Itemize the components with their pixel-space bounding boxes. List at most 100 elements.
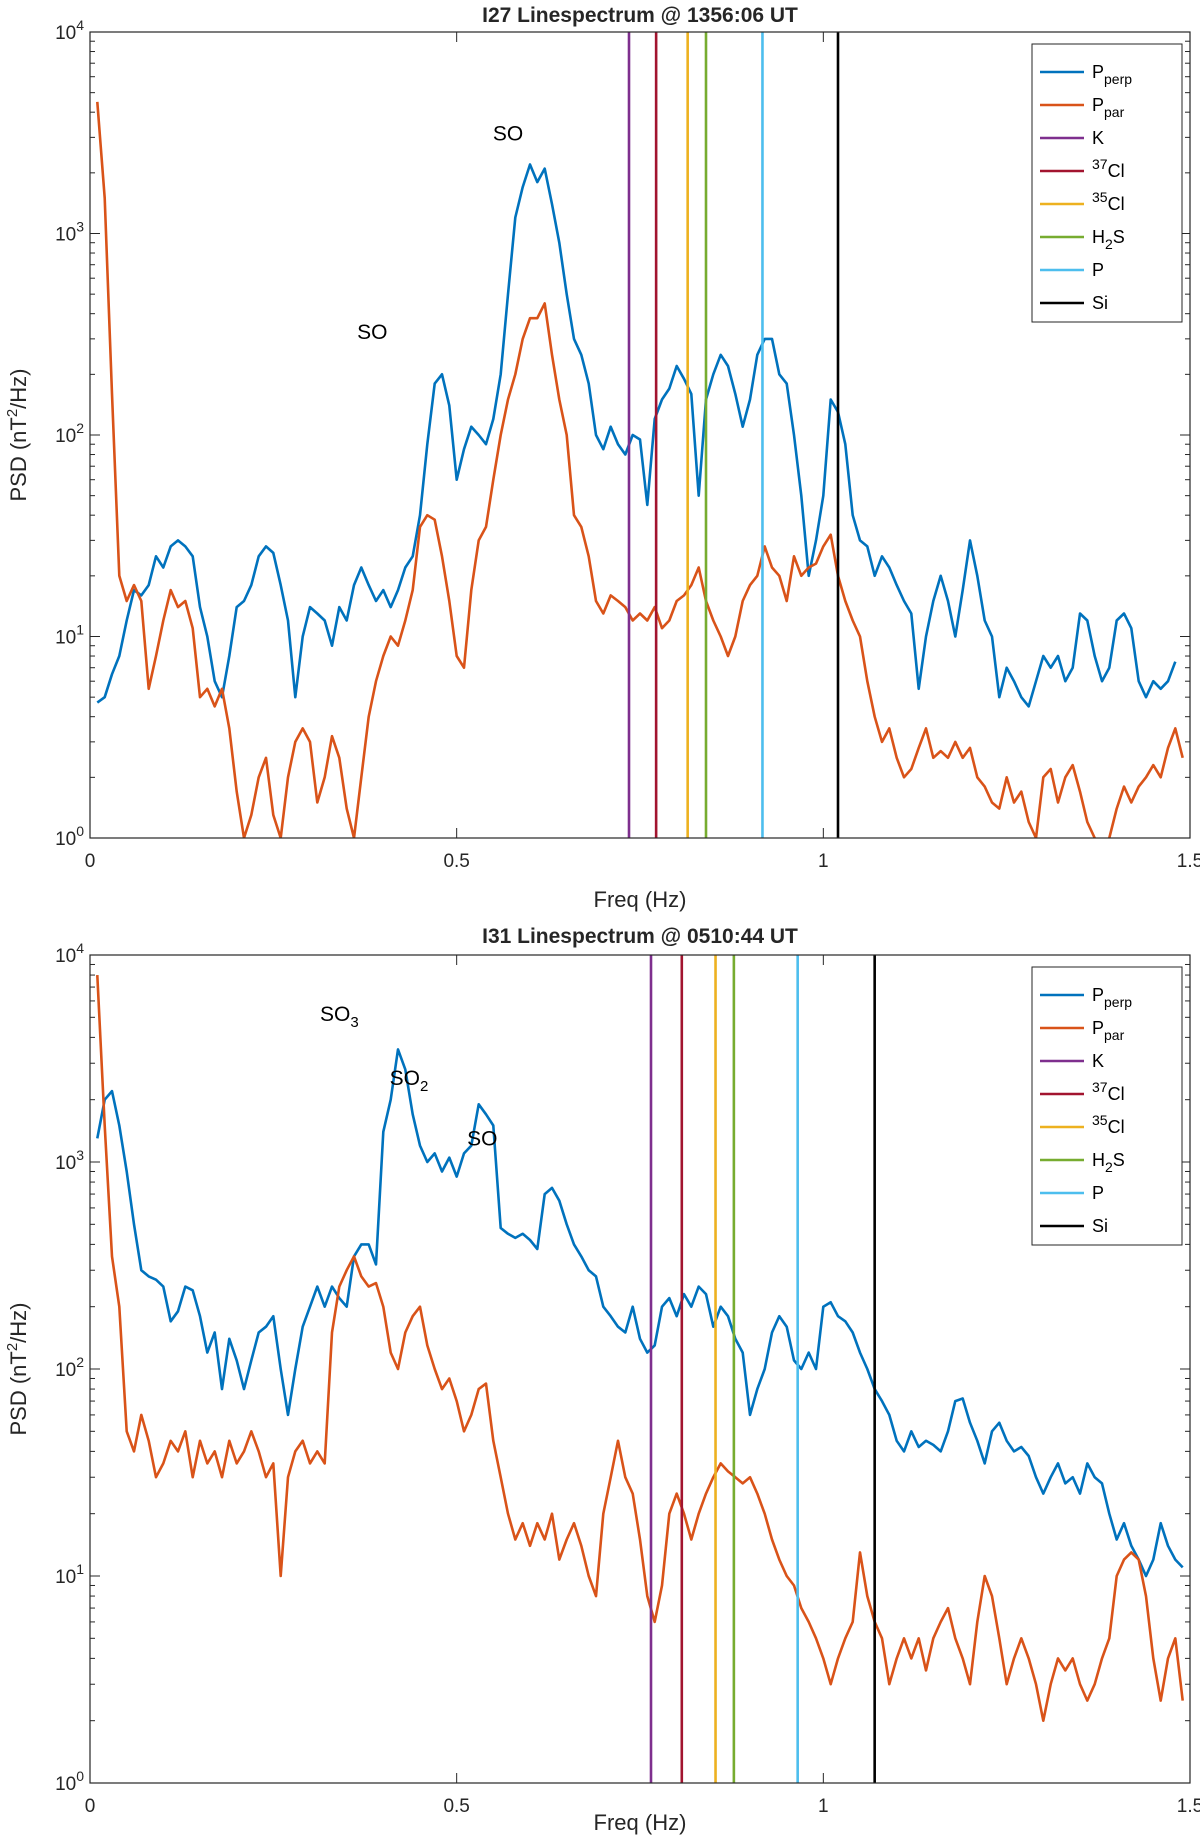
chart-2: I31 Linespectrum @ 0510:44 UT 0 0.5 1 1.5 100… [4,925,1200,1835]
annotation-SO3: SO3 [320,1003,359,1031]
annotation-text: SO [320,1003,350,1026]
y-axis-label: PSD (nT2/Hz) [4,368,31,501]
legend-label-main: Cl [1108,161,1125,181]
legend-label-main: P [1092,1018,1104,1038]
series-line-Ppar [96,101,1184,838]
y-tick-base: 10 [55,23,76,44]
y-tick-exponent: 2 [76,420,84,436]
y-tick-base: 10 [55,829,76,850]
legend-label-main: P [1092,1183,1104,1203]
y-tick-label: 101 [55,622,84,649]
annotation-SO: SO [493,122,523,145]
y-tick-label: 103 [55,219,84,246]
legend-label-subscript: 2 [1105,1159,1113,1175]
y-label-main: PSD (nT [6,1351,31,1435]
y-tick-base: 10 [55,426,76,447]
legend-label: Pperp [1092,62,1132,87]
x-axis-label: Freq (Hz) [594,887,687,912]
y-tick-base: 10 [55,946,76,967]
plot-content [96,955,1184,1783]
legend-label: 35Cl [1092,189,1125,214]
y-tick-base: 10 [55,1360,76,1381]
x-tick-label: 0 [85,1796,96,1817]
annotation-SO: SO [467,1128,497,1151]
chart-title: I27 Linespectrum @ 1356:06 UT [482,4,798,27]
y-tick-label: 101 [55,1561,84,1588]
y-tick-label: 102 [55,420,84,447]
x-tick-label: 0.5 [443,1796,469,1817]
legend-label: P [1092,260,1104,280]
legend-label: K [1092,128,1104,148]
y-tick-label: 100 [55,823,84,850]
annotation-SO: SO [357,321,387,344]
legend-label-main: Cl [1108,1117,1125,1137]
y-tick-exponent: 1 [76,622,84,638]
legend-label-superscript: 37 [1092,156,1108,172]
legend-label-main: P [1092,62,1104,82]
annotation-subscript: 2 [420,1078,428,1095]
y-label-superscript: 2 [4,1343,21,1351]
legend-label: Si [1092,293,1108,313]
y-label-superscript: 2 [4,409,21,417]
plot-content [96,32,1184,838]
y-tick-base: 10 [55,1774,76,1795]
x-tick-label: 1 [818,851,829,872]
chart-1: I27 Linespectrum @ 1356:06 UT0 0.5 1 1.5100… [4,4,1200,912]
legend-label: H2S [1092,1150,1125,1175]
y-tick-exponent: 4 [76,17,84,33]
legend-label: P [1092,1183,1104,1203]
annotation-subscript: 3 [350,1014,358,1031]
legend-box [1031,966,1183,1246]
legend-label-subscript: par [1104,1027,1125,1043]
y-tick-label: 100 [55,1768,84,1795]
legend-label: K [1092,1051,1104,1071]
legend-label-main: Si [1092,293,1108,313]
x-tick-label: 1.5 [1177,851,1200,872]
y-tick-base: 10 [55,225,76,246]
legend-label-main: K [1092,128,1104,148]
y-tick-exponent: 1 [76,1561,84,1577]
y-tick-exponent: 3 [76,1147,84,1163]
y-tick-label: 103 [55,1147,84,1174]
legend-box [1031,43,1183,323]
series-line-Pperp [96,1048,1184,1578]
plot-area [90,32,1190,838]
legend-label-superscript: 37 [1092,1079,1108,1095]
legend-label-subscript: perp [1104,71,1132,87]
y-axis-label: PSD (nT2/Hz) [4,1302,31,1435]
y-tick-exponent: 4 [76,940,84,956]
y-tick-label: 102 [55,1354,84,1381]
chart-title: I31 Linespectrum @ 0510:44 UT [482,925,798,948]
legend-label: Si [1092,1216,1108,1236]
legend-label-subscript: 2 [1105,236,1113,252]
axes-box [89,954,1191,1784]
y-tick-base: 10 [55,628,76,649]
y-tick-exponent: 0 [76,823,84,839]
legend-label-main: P [1092,95,1104,115]
legend-label-superscript: 35 [1092,189,1108,205]
legend-label: Ppar [1092,95,1125,120]
annotation-text: SO [357,321,387,344]
legend-label-main: Cl [1108,194,1125,214]
legend-label-tail: S [1113,227,1125,247]
y-tick-exponent: 2 [76,1354,84,1370]
legend-label: 37Cl [1092,156,1125,181]
y-label-main: PSD (nT [6,417,31,501]
annotation-SO2: SO2 [390,1067,429,1095]
annotation-text: SO [493,122,523,145]
x-axis-label: Freq (Hz) [594,1810,687,1835]
x-tick-label: 1.5 [1177,1796,1200,1817]
legend-label: Pperp [1092,985,1132,1010]
legend-label-main: P [1092,985,1104,1005]
series-line-Ppar [96,975,1184,1722]
legend-label-main: P [1092,260,1104,280]
annotation-text: SO [390,1067,420,1090]
y-tick-label: 104 [55,940,84,967]
legend-label-main: K [1092,1051,1104,1071]
legend-label: H2S [1092,227,1125,252]
legend-label-main: Cl [1108,1084,1125,1104]
series-line-Pperp [96,163,1177,708]
